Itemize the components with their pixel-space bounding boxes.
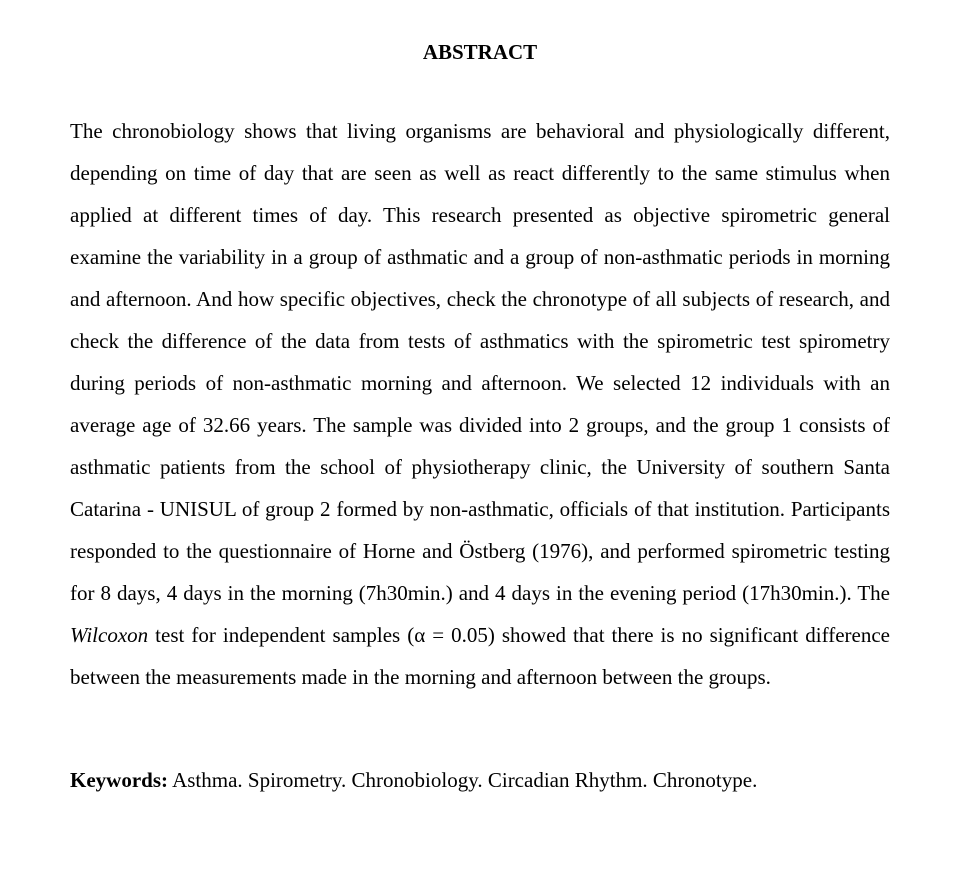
abstract-body: The chronobiology shows that living orga… <box>70 110 890 698</box>
abstract-text-prefix: The chronobiology shows that living orga… <box>70 119 890 605</box>
abstract-text-suffix: test for independent samples (α = 0.05) … <box>70 623 890 689</box>
keywords-line: Keywords: Asthma. Spirometry. Chronobiol… <box>70 768 890 793</box>
keywords-text: Asthma. Spirometry. Chronobiology. Circa… <box>168 768 757 792</box>
italic-term: Wilcoxon <box>70 623 148 647</box>
keywords-label: Keywords: <box>70 768 168 792</box>
abstract-title: ABSTRACT <box>70 40 890 65</box>
